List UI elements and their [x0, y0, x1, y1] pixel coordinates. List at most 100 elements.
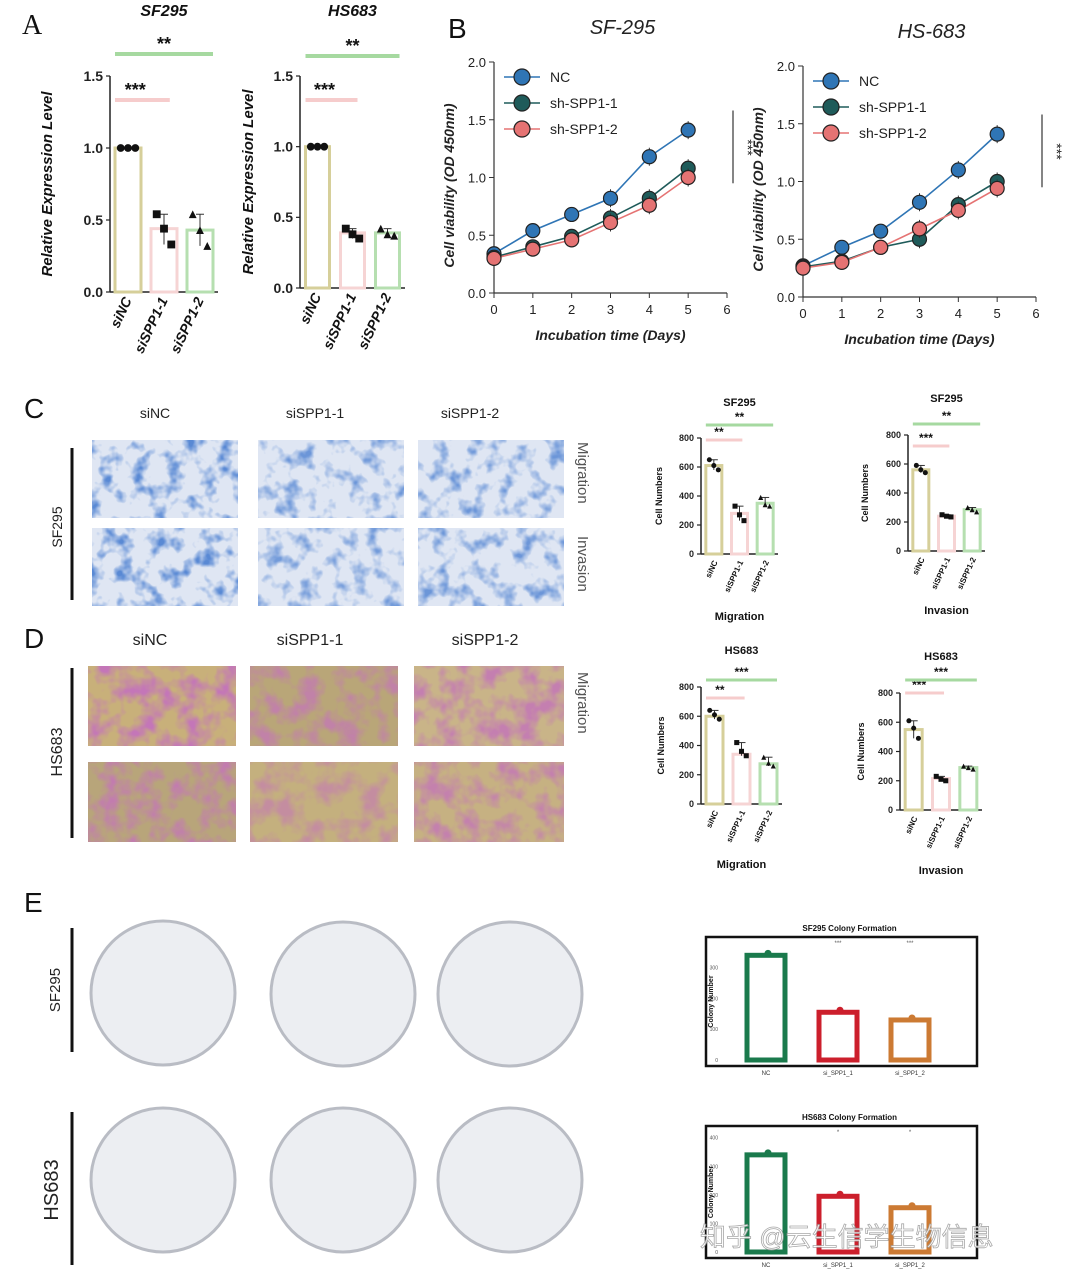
bar-siNC: [911, 468, 931, 553]
data-point: [732, 503, 738, 509]
y-tick-label: 200: [710, 996, 719, 1002]
bar-si_SPP1_2: [888, 1205, 932, 1255]
category-label: siSPP1-2: [952, 815, 975, 850]
legend-marker: [513, 94, 531, 112]
data-point: [762, 502, 768, 508]
y-tick-label: 200: [710, 1193, 719, 1199]
panel-e-row-1: SF295: [47, 968, 64, 1012]
y-tick-label: 2.0: [468, 55, 486, 70]
data-point: [761, 754, 767, 760]
data-point-sh-SPP1-2: [486, 250, 502, 266]
category-label: siSPP1-2: [955, 556, 978, 591]
category-label: si_SPP1_1: [823, 1263, 853, 1269]
data-point-sh-SPP1-2: [525, 241, 541, 257]
data-point: [943, 778, 949, 784]
data-point: [320, 142, 329, 151]
panel-d-col-2: siSPP1-1: [277, 632, 344, 649]
panel-c-cell-line: SF295: [49, 506, 65, 547]
data-point: [770, 763, 776, 769]
y-tick-label: 1.5: [777, 117, 795, 132]
significance-stars: ***: [314, 80, 335, 100]
category-label: siSPP1-1: [131, 294, 171, 355]
x-axis-label: Invasion: [919, 865, 964, 877]
data-point: [152, 210, 161, 219]
chart-title: SF295: [723, 397, 755, 409]
data-point: [906, 718, 912, 724]
chart-e1: SF295 Colony Formation 0 100 200 300 Colony N…: [704, 924, 979, 1077]
panel-c-row-invasion: Invasion: [574, 536, 591, 592]
legend-marker: [822, 72, 840, 90]
data-point: [965, 765, 971, 771]
significance-stars: **: [157, 34, 171, 54]
data-point: [836, 1006, 844, 1014]
data-point: [348, 230, 357, 239]
bar-NC: [744, 952, 788, 1063]
data-point-sh-SPP1-2: [834, 254, 850, 270]
y-tick-label: 100: [710, 1221, 719, 1227]
panel-c-col-2: siSPP1-1: [286, 405, 345, 421]
data-point: [390, 231, 399, 240]
data-point: [160, 224, 168, 233]
legend-marker: [822, 124, 840, 142]
y-tick-label: 1.0: [274, 139, 294, 155]
panel-e-dishes: SF295 HS683: [41, 919, 584, 1265]
significance-stars: ***: [1049, 143, 1065, 160]
chart-title: SF295 Colony Formation: [802, 924, 896, 933]
legend-label: sh-SPP1-1: [550, 95, 618, 111]
micrograph-hs683-sispp1-1-1-stain: [250, 666, 398, 746]
legend-label: sh-SPP1-2: [859, 125, 927, 141]
data-point: [948, 514, 954, 520]
data-point-NC: [602, 190, 619, 206]
x-tick-label: 5: [685, 302, 692, 317]
micrograph-sf295-sinc-migration-stain: [92, 440, 238, 518]
significance-stars: **: [715, 683, 725, 697]
bar-NC: [744, 1152, 788, 1255]
x-tick-label: 0: [490, 302, 497, 317]
micrograph-sf295-sinc-invasion-stain: [92, 528, 238, 606]
y-axis-label: Colony Number: [708, 1166, 715, 1218]
chart-title: HS683 Colony Formation: [802, 1113, 897, 1122]
y-tick-label: 400: [710, 1136, 719, 1142]
y-axis-label: Colony Number: [708, 975, 715, 1027]
data-point-NC: [911, 194, 928, 210]
chart-title: HS683: [725, 645, 759, 657]
colony-dish-sf295-nc: [89, 919, 237, 1067]
significance-stars: ***: [906, 941, 914, 947]
data-point: [922, 470, 928, 476]
y-tick-label: 800: [886, 430, 901, 440]
data-point: [167, 240, 176, 249]
x-tick-label: 2: [568, 302, 575, 317]
category-label: siNC: [911, 556, 927, 577]
data-point: [188, 210, 197, 219]
significance-stars: ***: [125, 80, 146, 100]
data-point: [376, 224, 385, 233]
data-point: [383, 230, 392, 239]
data-point-NC: [641, 149, 657, 165]
bar-siNC: [704, 464, 724, 556]
panel-d-cell-line: HS683: [49, 727, 66, 776]
y-tick-label: 400: [886, 488, 901, 498]
y-tick-label: 300: [710, 966, 719, 972]
y-axis-label: Cell Numbers: [654, 467, 664, 525]
data-point: [836, 1190, 844, 1198]
panel-d-col-3: siSPP1-2: [452, 632, 519, 649]
charts-layer: 0.00.51.01.5siNCsiSPP1-1siSPP1-2SF295Rel…: [39, 3, 1065, 1269]
significance-stars: **: [735, 410, 745, 424]
y-tick-label: 0.5: [274, 209, 294, 225]
category-label: siSPP1-1: [924, 815, 947, 850]
micrograph-hs683-sinc-2-stain: [88, 762, 236, 842]
data-point-NC: [834, 239, 850, 255]
micrograph-sf295-sispp1-2-invasion-stain: [418, 528, 564, 606]
y-axis-label: Cell viability (OD 450nm): [441, 103, 457, 267]
x-tick-label: 6: [723, 302, 730, 317]
y-tick-label: 2.0: [777, 59, 795, 74]
legend-marker: [822, 98, 840, 116]
data-point: [203, 242, 212, 250]
data-point: [306, 142, 315, 151]
data-point: [764, 949, 772, 957]
data-point: [765, 760, 772, 766]
series-line-sh-SPP1-2: [802, 187, 998, 269]
significance-stars: *: [837, 1130, 840, 1136]
